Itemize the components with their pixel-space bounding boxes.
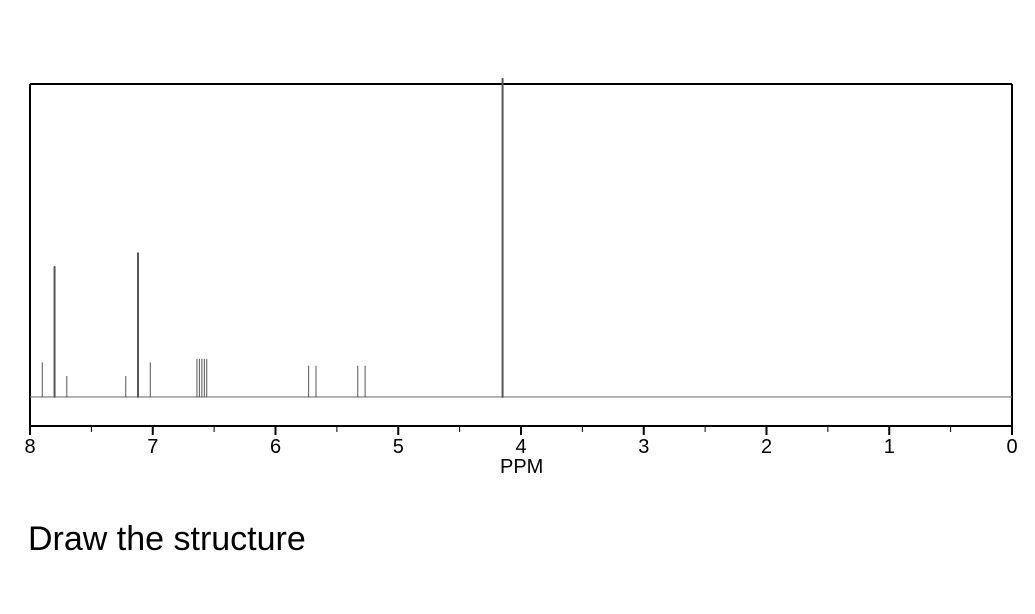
stage: 8 7 6 5 4 3 2 1 0 PPM Draw the structure (0, 0, 1035, 614)
xtick-8: 8 (24, 436, 35, 459)
nmr-spectrum-chart (0, 0, 1035, 480)
xtick-5: 5 (393, 436, 404, 459)
xtick-2: 2 (761, 436, 772, 459)
x-axis-label: PPM (500, 456, 543, 479)
xtick-7: 7 (147, 436, 158, 459)
spectrum-svg (0, 0, 1035, 480)
xtick-6: 6 (270, 436, 281, 459)
question-text: Draw the structure (28, 520, 306, 559)
xtick-0: 0 (1006, 436, 1017, 459)
xtick-1: 1 (884, 436, 895, 459)
xtick-3: 3 (638, 436, 649, 459)
